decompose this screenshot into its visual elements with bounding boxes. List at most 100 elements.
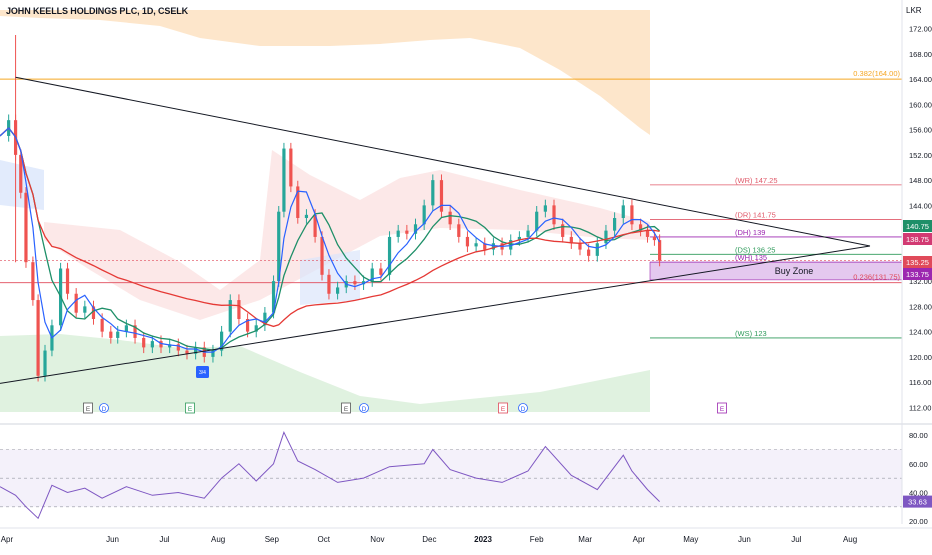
level-label-0: (WR) 147.25 bbox=[735, 176, 778, 185]
candle-body bbox=[289, 148, 293, 187]
rsi-tick-label: 80.00 bbox=[909, 431, 928, 440]
earnings-marker[interactable] bbox=[341, 402, 351, 414]
dividend-marker[interactable] bbox=[99, 403, 109, 413]
time-tick-label: Mar bbox=[578, 535, 592, 544]
split-marker[interactable] bbox=[196, 366, 209, 378]
candle-body bbox=[578, 243, 582, 250]
price-tick-label: 148.00 bbox=[909, 176, 932, 185]
candle-body bbox=[142, 337, 146, 348]
dividend-marker[interactable] bbox=[359, 403, 369, 413]
candle-body bbox=[413, 224, 418, 234]
time-tick-label: Sep bbox=[265, 535, 280, 544]
short-cloud bbox=[44, 150, 650, 320]
candle-body bbox=[652, 236, 657, 241]
time-tick-label: Jun bbox=[738, 535, 751, 544]
lower-cloud bbox=[0, 334, 650, 412]
candle-body bbox=[431, 180, 435, 206]
candle-body bbox=[613, 218, 617, 231]
candle-body bbox=[91, 306, 96, 319]
event-marker-text: E bbox=[720, 406, 725, 413]
candle-body bbox=[543, 205, 547, 212]
rsi-tag-label: 33.63 bbox=[908, 498, 927, 507]
candle-body bbox=[220, 331, 224, 351]
candle-body bbox=[645, 230, 650, 237]
rsi-tick-label: 60.00 bbox=[909, 460, 928, 469]
candle-body bbox=[604, 230, 608, 244]
candle-body bbox=[465, 236, 470, 247]
price-tag bbox=[903, 256, 932, 268]
price-tick-label: 112.00 bbox=[909, 403, 931, 412]
chart-title: JOHN KEELLS HOLDINGS PLC, 1D, CSELK bbox=[6, 6, 189, 16]
price-tick-label: 172.00 bbox=[909, 25, 932, 34]
earnings-marker[interactable] bbox=[498, 402, 508, 414]
candle-body bbox=[245, 319, 250, 332]
candle-body bbox=[396, 230, 400, 237]
candle-body bbox=[457, 224, 461, 237]
support-trendline[interactable] bbox=[0, 245, 871, 384]
earnings-marker[interactable] bbox=[717, 402, 727, 414]
candle-body bbox=[320, 236, 324, 275]
price-tick-label: 168.00 bbox=[909, 50, 932, 59]
event-marker-text: D bbox=[102, 406, 107, 413]
price-tick-label: 152.00 bbox=[909, 151, 932, 160]
candle-body bbox=[100, 319, 104, 332]
level-label-2: (DH) 139 bbox=[735, 228, 765, 237]
candle-body bbox=[185, 350, 189, 354]
candle-body bbox=[116, 331, 120, 338]
candle-body bbox=[74, 293, 78, 313]
fib-label-0: 0.382(164.00) bbox=[853, 69, 900, 78]
candle-body bbox=[638, 224, 643, 231]
candle-body bbox=[296, 186, 300, 218]
price-tick-label: 156.00 bbox=[909, 126, 932, 135]
level-label-1: (DR) 141.75 bbox=[735, 211, 776, 220]
candle-body bbox=[228, 300, 232, 332]
candle-body bbox=[361, 281, 366, 285]
earnings-marker[interactable] bbox=[185, 402, 195, 414]
candle-body bbox=[271, 281, 276, 313]
candle-body bbox=[124, 325, 128, 332]
candle-body bbox=[517, 236, 521, 241]
currency-label: LKR bbox=[906, 6, 922, 15]
price-tag-label: 140.75 bbox=[906, 222, 929, 231]
price-tick-label: 164.00 bbox=[909, 75, 932, 84]
event-marker-text: E bbox=[501, 406, 506, 413]
candle-body bbox=[526, 230, 530, 237]
fib-label-1: 0.236(131.75) bbox=[853, 273, 900, 282]
candle-body bbox=[65, 268, 70, 294]
price-tag-label: 138.75 bbox=[906, 235, 929, 244]
candle-body bbox=[254, 325, 258, 332]
earnings-marker[interactable] bbox=[83, 402, 93, 414]
resistance-trendline[interactable] bbox=[15, 76, 871, 247]
event-marker-text: D bbox=[362, 406, 367, 413]
price-tick-label: 124.00 bbox=[909, 328, 932, 337]
price-tag-label: 135.25 bbox=[906, 258, 929, 267]
price-tag bbox=[903, 233, 932, 245]
upper-cloud bbox=[0, 10, 650, 135]
candle-body bbox=[474, 243, 478, 247]
candle-body bbox=[43, 350, 47, 376]
time-tick-label: Feb bbox=[530, 535, 544, 544]
candle-body bbox=[194, 347, 198, 354]
candle-body bbox=[150, 341, 154, 348]
rsi-tag bbox=[903, 495, 932, 508]
candle-body bbox=[176, 344, 180, 351]
ema-line bbox=[0, 127, 661, 351]
candle-body bbox=[552, 205, 556, 225]
time-tick-label: May bbox=[683, 535, 698, 544]
candle-body bbox=[561, 224, 565, 237]
slow-ma-line bbox=[0, 127, 660, 328]
time-tick-label: Dec bbox=[422, 535, 436, 544]
candle-body bbox=[587, 249, 591, 256]
time-tick-label: Aug bbox=[843, 535, 857, 544]
baseline-line bbox=[0, 127, 661, 353]
event-marker-text: D bbox=[521, 406, 526, 413]
event-marker-text: E bbox=[344, 406, 349, 413]
dividend-marker[interactable] bbox=[518, 403, 528, 413]
candle-body bbox=[405, 230, 409, 234]
time-tick-label: Jun bbox=[106, 535, 119, 544]
split-marker-text: 3/4 bbox=[199, 370, 206, 376]
time-tick-label: Jul bbox=[159, 535, 169, 544]
price-tick-label: 132.00 bbox=[909, 277, 932, 286]
